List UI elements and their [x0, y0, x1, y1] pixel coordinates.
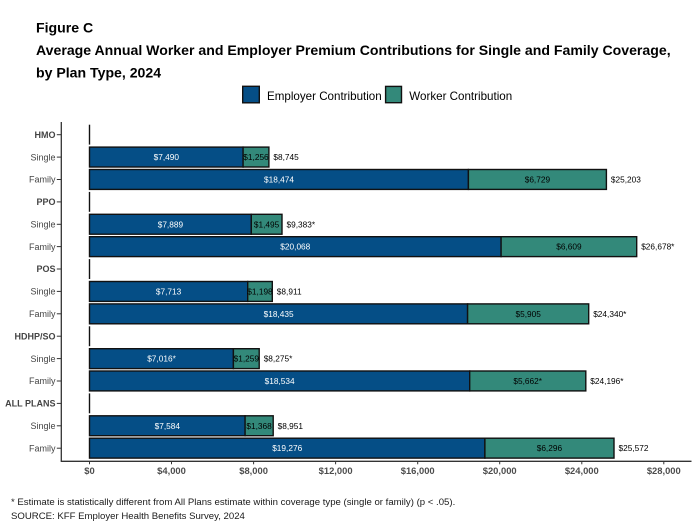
svg-text:HDHP/SO: HDHP/SO — [14, 331, 55, 341]
svg-text:$4,000: $4,000 — [157, 465, 186, 476]
svg-text:Family: Family — [29, 242, 56, 252]
svg-text:$7,490: $7,490 — [154, 152, 180, 162]
svg-text:$8,951: $8,951 — [278, 421, 304, 431]
svg-text:POS: POS — [36, 264, 55, 274]
svg-text:$7,713: $7,713 — [156, 286, 182, 296]
svg-text:Single: Single — [30, 220, 55, 230]
svg-text:$24,000: $24,000 — [565, 465, 599, 476]
svg-text:$1,495: $1,495 — [254, 219, 280, 229]
svg-text:Family: Family — [29, 309, 56, 319]
svg-text:$18,435: $18,435 — [264, 309, 294, 319]
svg-text:$20,068: $20,068 — [280, 242, 310, 252]
svg-text:$26,678*: $26,678* — [641, 242, 675, 252]
svg-text:$8,745: $8,745 — [273, 152, 299, 162]
svg-text:$1,256: $1,256 — [243, 152, 269, 162]
svg-text:$1,368: $1,368 — [246, 421, 272, 431]
svg-text:Family: Family — [29, 175, 56, 185]
svg-text:$16,000: $16,000 — [401, 465, 435, 476]
svg-text:$25,203: $25,203 — [611, 175, 641, 185]
svg-text:$7,889: $7,889 — [158, 219, 184, 229]
svg-text:$12,000: $12,000 — [319, 465, 353, 476]
svg-text:Single: Single — [30, 152, 55, 162]
svg-text:$19,276: $19,276 — [272, 443, 302, 453]
svg-text:HMO: HMO — [35, 130, 56, 140]
svg-text:$1,259: $1,259 — [234, 354, 260, 364]
svg-text:$8,275*: $8,275* — [264, 354, 293, 364]
svg-text:Single: Single — [30, 287, 55, 297]
svg-text:$6,296: $6,296 — [537, 443, 563, 453]
svg-text:$24,196*: $24,196* — [590, 376, 624, 386]
svg-text:by Plan Type, 2024: by Plan Type, 2024 — [36, 64, 161, 80]
svg-text:PPO: PPO — [36, 197, 55, 207]
svg-text:$8,911: $8,911 — [277, 286, 302, 296]
svg-text:$20,000: $20,000 — [483, 465, 517, 476]
svg-text:$0: $0 — [84, 465, 94, 476]
svg-text:$25,572: $25,572 — [619, 443, 649, 453]
svg-text:$7,016*: $7,016* — [147, 354, 176, 364]
svg-text:$6,729: $6,729 — [525, 175, 551, 185]
svg-text:$1,198: $1,198 — [247, 286, 273, 296]
svg-text:* Estimate is statistically di: * Estimate is statistically different fr… — [11, 497, 455, 508]
svg-text:ALL PLANS: ALL PLANS — [5, 399, 55, 409]
svg-text:Family: Family — [29, 443, 56, 453]
svg-text:$7,584: $7,584 — [155, 421, 181, 431]
svg-text:$24,340*: $24,340* — [593, 309, 627, 319]
svg-text:$28,000: $28,000 — [647, 465, 681, 476]
svg-text:$5,905: $5,905 — [516, 309, 542, 319]
svg-text:$5,662*: $5,662* — [513, 376, 542, 386]
svg-text:Single: Single — [30, 421, 55, 431]
svg-text:$9,383*: $9,383* — [287, 219, 316, 229]
svg-text:$8,000: $8,000 — [239, 465, 268, 476]
svg-text:Employer Contribution: Employer Contribution — [267, 90, 382, 103]
svg-text:$18,474: $18,474 — [264, 175, 294, 185]
svg-text:$18,534: $18,534 — [265, 376, 295, 386]
svg-text:SOURCE: KFF Employer Health Be: SOURCE: KFF Employer Health Benefits Sur… — [11, 511, 246, 522]
svg-text:Worker Contribution: Worker Contribution — [409, 90, 512, 103]
svg-text:Family: Family — [29, 376, 56, 386]
svg-text:$6,609: $6,609 — [556, 242, 582, 252]
svg-text:Figure C: Figure C — [36, 20, 93, 36]
svg-text:Average Annual Worker and Empl: Average Annual Worker and Employer Premi… — [36, 42, 671, 58]
svg-text:Single: Single — [30, 354, 55, 364]
